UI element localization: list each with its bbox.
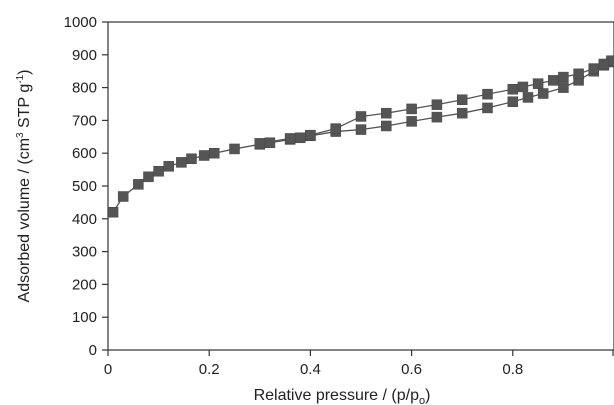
y-tick-label: 700 [72, 112, 97, 129]
series-group [107, 55, 614, 218]
x-tick-label: 0 [104, 361, 112, 378]
adsorption-point [209, 147, 220, 159]
adsorption-point [198, 150, 210, 161]
desorption-point [431, 99, 443, 110]
plot-frame [107, 21, 614, 351]
y-tick-label: 800 [72, 80, 97, 97]
x-axis-label-tail: ) [425, 387, 430, 404]
x-tick-label: 0.4 [300, 361, 321, 378]
adsorption-point [431, 111, 443, 123]
x-tick-label: 0.8 [502, 361, 523, 378]
x-axis-label-subscript: o [419, 395, 425, 405]
adsorption-point [507, 96, 519, 107]
x-axis-label-main: Relative pressure / (p/p [254, 387, 420, 404]
desorption-point [517, 81, 529, 93]
adsorption-point [522, 92, 534, 103]
adsorption-point [133, 179, 144, 190]
y-tick-label: 200 [72, 276, 97, 293]
y-tick-label: 500 [72, 178, 97, 195]
adsorption-point [176, 157, 187, 168]
desorption-point [330, 123, 341, 134]
x-tick-label: 0.2 [199, 361, 220, 378]
y-tick-label: 900 [72, 47, 97, 64]
desorption-point [406, 103, 417, 115]
adsorption-point [537, 88, 549, 99]
axes-group [107, 21, 614, 351]
adsorption-point [229, 143, 240, 155]
desorption-point [573, 68, 584, 80]
adsorption-point [381, 120, 392, 132]
y-axis-label: Adsorbed volume / (cm3 STP g-1) [15, 70, 33, 303]
y-axis-label-mid: STP g [16, 84, 33, 133]
desorption-point [532, 78, 544, 89]
y-axis-label-sup2: -1 [15, 74, 26, 83]
adsorption-point [143, 171, 154, 183]
y-tick-label: 600 [72, 145, 97, 162]
adsorption-point [482, 102, 493, 114]
desorption-point [381, 107, 392, 119]
y-axis-label-tail: ) [16, 70, 33, 75]
desorption-point [548, 75, 559, 86]
adsorption-point [117, 191, 129, 202]
adsorption-point [107, 206, 119, 218]
y-tick-label: 400 [72, 211, 97, 228]
y-tick-label: 0 [89, 342, 97, 359]
desorption-point [254, 138, 266, 149]
desorption-point [588, 63, 600, 74]
desorption-point [507, 83, 519, 95]
desorption-point [284, 133, 296, 144]
adsorption-point [153, 165, 164, 177]
y-axis-label-sup1: 3 [15, 132, 26, 138]
adsorption-point [558, 82, 569, 93]
adsorption-point [355, 124, 367, 135]
ticks-group: 0 100 200 300 400 500 600 700 800 900 1000 0 0.2 0.4 0… [64, 14, 614, 378]
y-tick-label: 300 [72, 244, 97, 261]
x-axis-label: Relative pressure / (p/po) [254, 387, 431, 405]
desorption-point [355, 111, 367, 122]
x-tick-label: 0.6 [401, 361, 422, 378]
y-tick-label: 1000 [64, 14, 97, 31]
desorption-point [482, 88, 493, 100]
desorption-point [305, 129, 316, 141]
desorption-point [558, 71, 569, 83]
adsorption-point [186, 153, 197, 165]
adsorption-point [456, 107, 468, 119]
adsorption-point [163, 161, 174, 172]
y-tick-label: 100 [72, 309, 97, 326]
adsorption-point [406, 116, 417, 127]
desorption-point [456, 94, 468, 105]
y-axis-label-main: Adsorbed volume / (cm [16, 138, 33, 303]
desorption-point [598, 58, 610, 70]
